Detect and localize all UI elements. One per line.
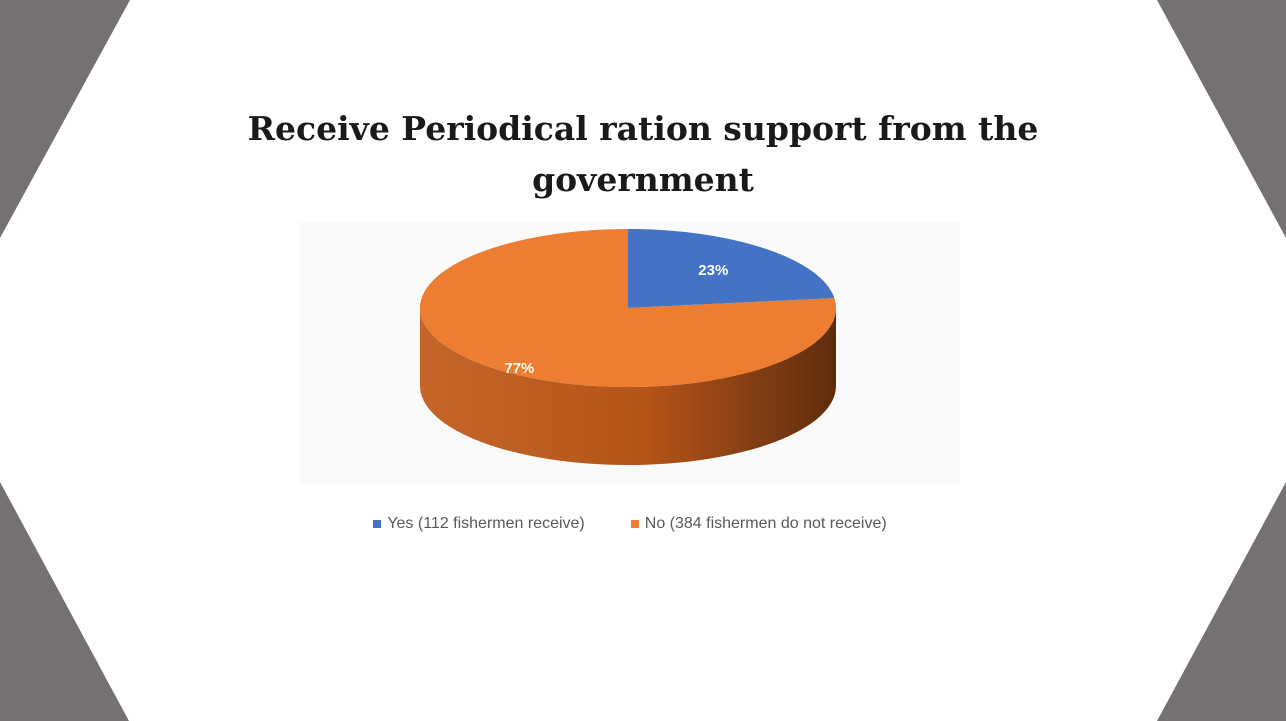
frame-corner-bottom-left	[0, 482, 129, 721]
chart-title-line-1: Receive Periodical ration support from t…	[247, 109, 1039, 148]
legend-label-no: No (384 fishermen do not receive)	[644, 515, 887, 532]
legend-label-yes: Yes (112 fishermen receive)	[387, 515, 585, 532]
frame-corner-top-right	[1157, 0, 1286, 238]
chart-title: Receive Periodical ration support from t…	[143, 103, 1143, 205]
frame-corner-bottom-right	[1157, 482, 1286, 721]
chart-legend: Yes (112 fishermen receive) No (384 fish…	[300, 515, 960, 533]
data-label-no: 77%	[504, 360, 534, 377]
legend-swatch-no	[630, 520, 639, 528]
pie-slice-yes	[628, 229, 835, 308]
pie-slice-no	[420, 229, 836, 387]
chart-title-line-2: government	[532, 160, 754, 199]
data-label-yes: 23%	[698, 262, 728, 279]
pie-side-wall	[420, 308, 836, 465]
legend-item-no: No (384 fishermen do not receive)	[630, 515, 887, 533]
pie-chart: 23% 77%	[300, 222, 960, 484]
legend-item-yes: Yes (112 fishermen receive)	[373, 515, 585, 533]
frame-corner-top-left	[0, 0, 130, 238]
legend-swatch-yes	[373, 520, 382, 528]
